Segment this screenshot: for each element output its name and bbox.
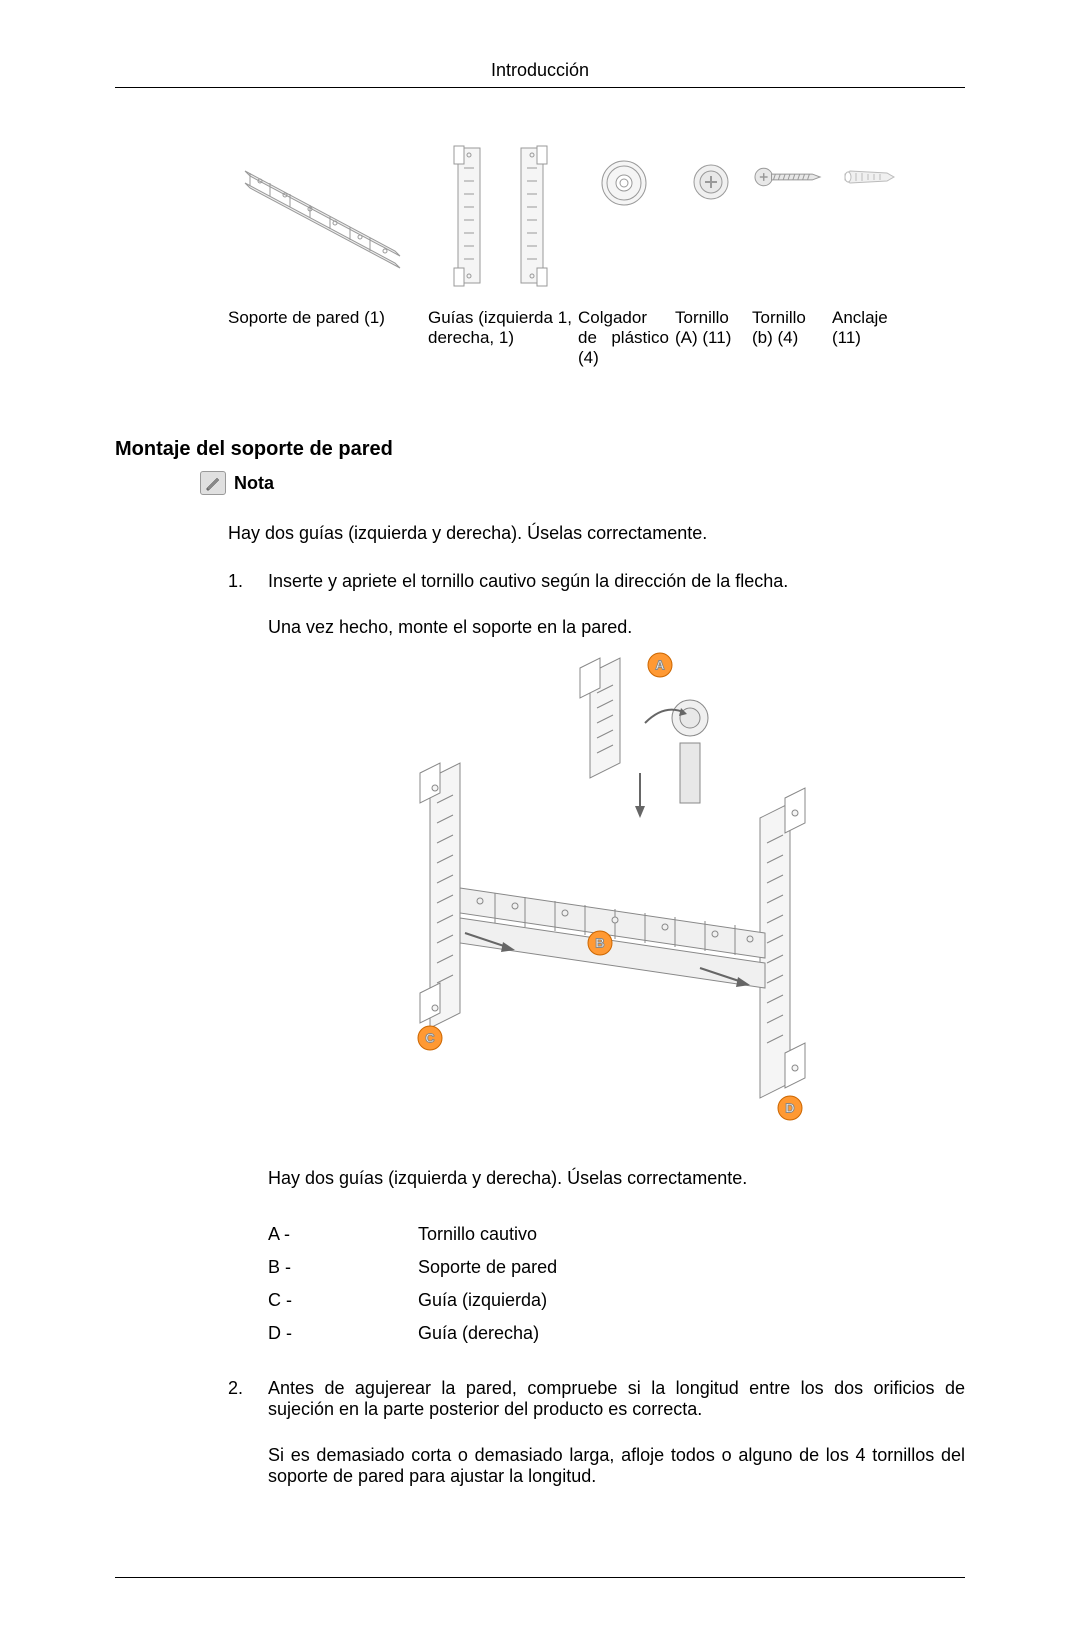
part-image-bracket	[230, 138, 420, 293]
part-image-screw-a	[677, 138, 744, 293]
legend-val: Guía (derecha)	[418, 1323, 539, 1344]
step-text: Antes de agujerear la pared, compruebe s…	[268, 1378, 965, 1420]
diagram-note: Hay dos guías (izquierda y derecha). Úse…	[268, 1168, 965, 1189]
legend-key: A -	[268, 1224, 418, 1245]
section-title: Montaje del soporte de pared	[115, 438, 965, 461]
svg-text:B: B	[595, 936, 604, 951]
part-image-hanger	[580, 138, 667, 293]
note-text: Hay dos guías (izquierda y derecha). Úse…	[228, 520, 965, 546]
parts-image-row	[225, 138, 965, 293]
legend-key: D -	[268, 1323, 418, 1344]
legend-val: Guía (izquierda)	[418, 1290, 547, 1311]
legend-row: A - Tornillo cautivo	[268, 1224, 965, 1245]
legend-val: Soporte de pared	[418, 1257, 557, 1278]
nota-label: Nota	[234, 473, 274, 494]
svg-text:A: A	[655, 658, 665, 673]
legend-val: Tornillo cautivo	[418, 1224, 537, 1245]
footer-rule	[115, 1577, 965, 1578]
parts-labels-row: Soporte de pared (1) Guías (izquierda 1,…	[225, 308, 965, 368]
step-text: Inserte y apriete el tornillo cautivo se…	[268, 571, 965, 592]
legend-key: B -	[268, 1257, 418, 1278]
part-label: Guías (izquierda 1, derecha, 1)	[425, 308, 575, 368]
legend-row: D - Guía (derecha)	[268, 1323, 965, 1344]
step-number: 2.	[228, 1378, 268, 1420]
step-1-sub: Una vez hecho, monte el soporte en la pa…	[268, 617, 965, 638]
part-label: Colgador de plástico (4)	[575, 308, 672, 368]
step-1: 1. Inserte y apriete el tornillo cautivo…	[228, 571, 965, 592]
part-label: Tornillo (A) (11)	[672, 308, 749, 368]
nota-row: Nota	[200, 471, 965, 495]
part-image-guides	[430, 138, 570, 293]
step-2-sub: Si es demasiado corta o demasiado larga,…	[268, 1445, 965, 1487]
part-image-anchor	[834, 138, 904, 293]
step-2: 2. Antes de agujerear la pared, comprueb…	[228, 1378, 965, 1420]
step-number: 1.	[228, 571, 268, 592]
part-label: Anclaje (11)	[829, 308, 909, 368]
svg-text:C: C	[425, 1031, 435, 1046]
legend-row: C - Guía (izquierda)	[268, 1290, 965, 1311]
page-header-title: Introducción	[115, 60, 965, 88]
svg-text:D: D	[785, 1101, 794, 1116]
legend-key: C -	[268, 1290, 418, 1311]
legend-row: B - Soporte de pared	[268, 1257, 965, 1278]
part-label: Soporte de pared (1)	[225, 308, 425, 368]
note-icon	[200, 471, 226, 495]
part-label: Tornillo (b) (4)	[749, 308, 829, 368]
part-image-screw-b	[754, 138, 824, 293]
legend-table: A - Tornillo cautivo B - Soporte de pare…	[268, 1224, 965, 1344]
assembly-diagram: A B C D	[365, 643, 845, 1128]
